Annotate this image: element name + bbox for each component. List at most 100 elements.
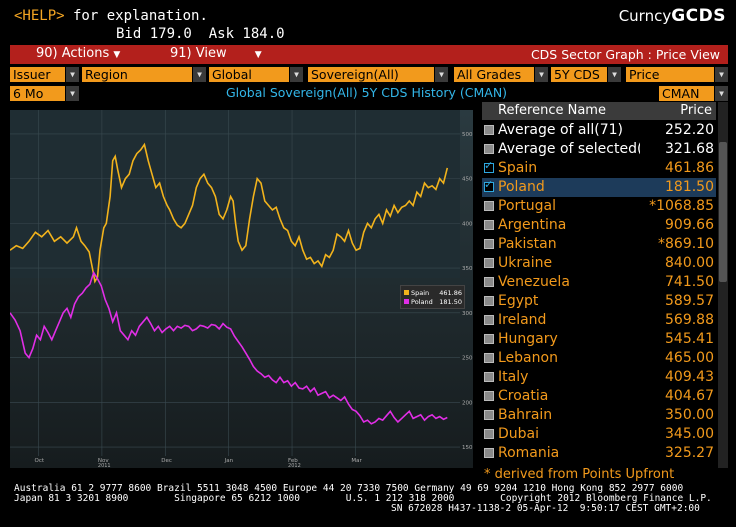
list-item[interactable]: Ireland 569.88 (482, 311, 716, 330)
row-checkbox[interactable] (484, 391, 494, 401)
y-tick-label: 450 (462, 177, 473, 183)
x-tick-label: Mar (351, 458, 362, 464)
reference-name: Croatia (498, 388, 549, 404)
reference-price: 909.66 (665, 217, 714, 233)
source-dropdown[interactable]: CMAN (659, 86, 714, 101)
row-checkbox[interactable] (484, 125, 494, 135)
series-line-spain[interactable] (10, 142, 449, 284)
bid-ask: Bid 179.0 Ask 184.0 (116, 26, 285, 42)
chevron-down-icon[interactable]: ▼ (435, 67, 448, 82)
scrollbar-thumb[interactable] (719, 142, 727, 282)
row-checkbox[interactable] (484, 410, 494, 420)
reference-price: 325.27 (665, 445, 714, 461)
reference-price: 409.43 (665, 369, 714, 385)
chevron-down-icon[interactable]: ▼ (715, 67, 728, 82)
list-item[interactable]: Poland 181.50 (482, 178, 716, 197)
list-item[interactable]: Ukraine 840.00 (482, 254, 716, 273)
list-item[interactable]: Pakistan *869.10 (482, 235, 716, 254)
reference-name: Poland (498, 179, 545, 195)
region-dropdown[interactable]: Region (82, 67, 192, 82)
x-year-label: 2012 (288, 463, 301, 468)
row-checkbox[interactable] (484, 178, 494, 192)
sovereign-dropdown[interactable]: Sovereign(All) (308, 67, 434, 82)
y-tick-label: 200 (462, 400, 473, 406)
chevron-down-icon[interactable]: ▼ (715, 86, 728, 101)
view-type-dropdown[interactable]: Price (626, 67, 714, 82)
col-price[interactable]: Price (680, 103, 712, 118)
footnote: * derived from Points Upfront (484, 467, 675, 482)
chevron-down-icon[interactable]: ▼ (66, 86, 79, 101)
reference-price: 345.00 (665, 426, 714, 442)
view-menu-button[interactable]: 91) View ▼ (170, 46, 262, 61)
row-checkbox[interactable] (484, 296, 494, 306)
chevron-down-icon[interactable]: ▼ (66, 67, 79, 82)
list-item[interactable]: Italy 409.43 (482, 368, 716, 387)
list-item[interactable]: Hungary 545.41 (482, 330, 716, 349)
footer-line-1: Australia 61 2 9777 8600 Brazil 5511 304… (14, 483, 684, 494)
row-checkbox[interactable] (484, 448, 494, 458)
row-checkbox[interactable] (484, 353, 494, 363)
x-tick-label: Feb (288, 458, 298, 464)
row-checkbox[interactable] (484, 277, 494, 287)
grades-dropdown[interactable]: All Grades (454, 67, 534, 82)
row-checkbox[interactable] (484, 220, 494, 230)
row-checkbox[interactable] (484, 334, 494, 344)
chart-title: Global Sovereign(All) 5Y CDS History (CM… (226, 85, 508, 100)
period-dropdown[interactable]: 6 Mo (10, 86, 65, 101)
reference-price: 840.00 (665, 255, 714, 271)
row-checkbox[interactable] (484, 239, 494, 249)
actions-menu-button[interactable]: 90) Actions ▼ (36, 46, 120, 61)
list-item[interactable]: Romania 325.27 (482, 444, 716, 463)
global-dropdown[interactable]: Global (209, 67, 289, 82)
tenor-dropdown[interactable]: 5Y CDS (551, 67, 607, 82)
reference-name: Portugal (498, 198, 556, 214)
list-item[interactable]: Average of selected(321.68 (482, 140, 716, 159)
legend-swatch (404, 299, 409, 304)
reference-panel: Reference Name Price Average of all(71) 2… (482, 102, 728, 468)
help-key[interactable]: <HELP> (14, 8, 65, 24)
reference-name: Ireland (498, 312, 547, 328)
list-item[interactable]: Egypt 589.57 (482, 292, 716, 311)
menu-bar: 90) Actions ▼ 91) View ▼ CDS Sector Grap… (10, 45, 728, 64)
cds-history-chart[interactable]: 150 200 250 300 350 400 450 500 Oct Nov Dec Jan Feb M… (10, 110, 473, 468)
row-checkbox[interactable] (484, 201, 494, 211)
x-tick-label: Jan (224, 458, 234, 464)
chevron-down-icon[interactable]: ▼ (290, 67, 303, 82)
legend-item-poland: Poland 181.50 (404, 298, 462, 306)
row-checkbox[interactable] (484, 258, 494, 268)
chevron-down-icon[interactable]: ▼ (193, 67, 206, 82)
reference-name: Argentina (498, 217, 567, 233)
chevron-down-icon: ▼ (113, 50, 121, 60)
panel-scrollbar[interactable] (718, 102, 728, 468)
reference-name: Romania (498, 445, 560, 461)
chevron-down-icon[interactable]: ▼ (608, 67, 621, 82)
reference-price: 589.57 (665, 293, 714, 309)
reference-price: 545.41 (665, 331, 714, 347)
row-checkbox[interactable] (484, 159, 494, 173)
list-item[interactable]: Argentina 909.66 (482, 216, 716, 235)
list-item[interactable]: Croatia 404.67 (482, 387, 716, 406)
list-item[interactable]: Portugal *1068.85 (482, 197, 716, 216)
chevron-down-icon[interactable]: ▼ (535, 67, 548, 82)
reference-name: Egypt (498, 293, 539, 309)
reference-price: *1068.85 (649, 198, 714, 214)
list-item[interactable]: Venezuela 741.50 (482, 273, 716, 292)
y-tick-label: 500 (462, 132, 473, 138)
reference-name: Venezuela (498, 274, 570, 290)
legend-label: Poland (411, 298, 433, 306)
reference-price: 461.86 (665, 160, 714, 176)
row-checkbox[interactable] (484, 144, 494, 154)
series-line-poland[interactable] (10, 270, 448, 425)
list-item[interactable]: Spain 461.86 (482, 159, 716, 178)
list-item[interactable]: Bahrain 350.00 (482, 406, 716, 425)
x-tick-label: Nov (98, 458, 109, 464)
issuer-dropdown[interactable]: Issuer (10, 67, 65, 82)
col-reference-name[interactable]: Reference Name (498, 103, 606, 118)
list-item[interactable]: Dubai 345.00 (482, 425, 716, 444)
row-checkbox[interactable] (484, 372, 494, 382)
list-item[interactable]: Lebanon 465.00 (482, 349, 716, 368)
row-checkbox[interactable] (484, 315, 494, 325)
list-item[interactable]: Average of all(71) 252.20 (482, 121, 716, 140)
row-checkbox[interactable] (484, 429, 494, 439)
reference-name: Average of selected( (498, 141, 640, 157)
